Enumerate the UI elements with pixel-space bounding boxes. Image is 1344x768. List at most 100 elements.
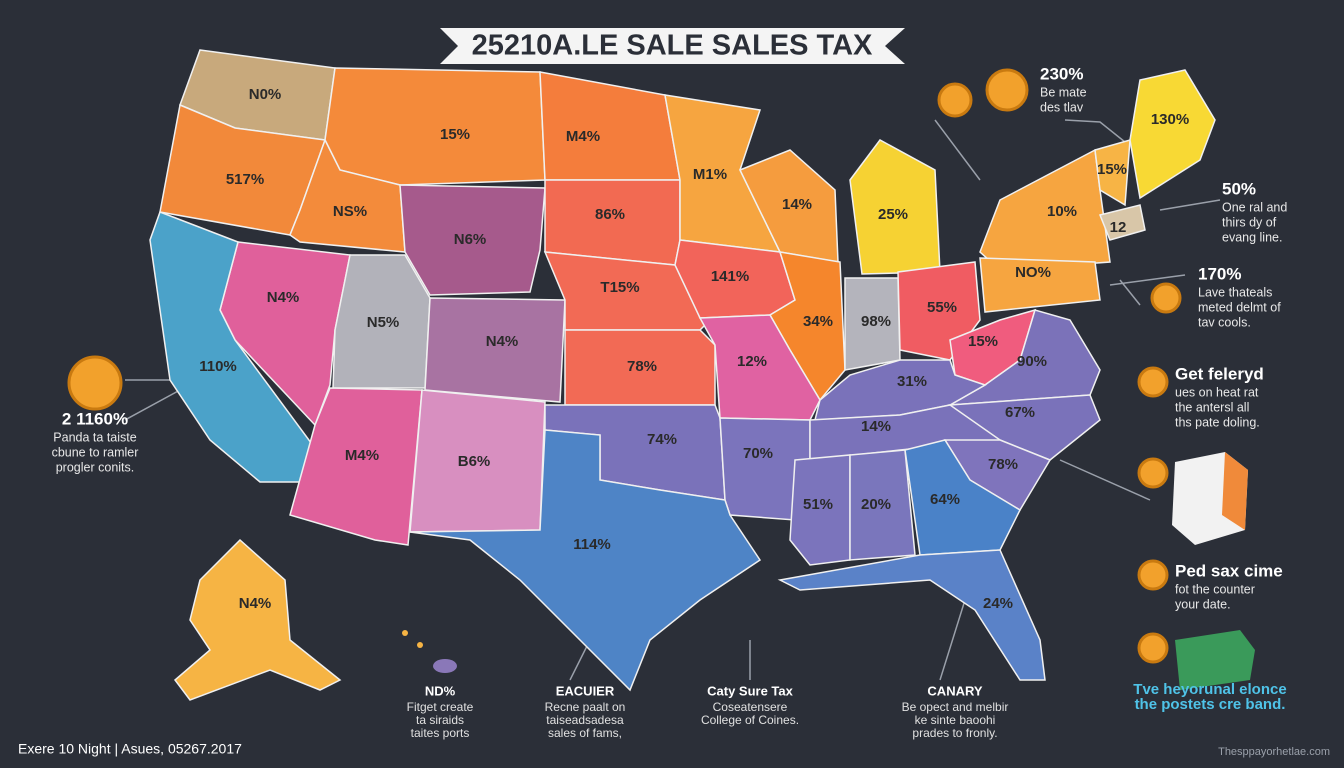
coin xyxy=(67,355,123,411)
note-line: sales of fams, xyxy=(548,726,622,740)
callout-line: evang line. xyxy=(1222,230,1282,244)
callout-line: ths pate doling. xyxy=(1175,415,1260,429)
coin xyxy=(1150,282,1182,314)
leader xyxy=(124,389,181,421)
state-label: 12 xyxy=(1110,219,1127,236)
callout-line: cbune to ramler xyxy=(52,445,139,459)
callout-line: fot the counter xyxy=(1175,582,1255,596)
state xyxy=(1094,138,1131,207)
state xyxy=(698,314,821,421)
state xyxy=(738,149,839,263)
state-label: 15% xyxy=(968,333,998,350)
state-label: 110% xyxy=(199,358,237,375)
coin xyxy=(1137,457,1169,489)
island xyxy=(402,630,408,636)
state xyxy=(849,139,941,275)
callout-heading: 170% xyxy=(1198,264,1241,283)
callout-line: tav cools. xyxy=(1198,315,1251,329)
state-label: 14% xyxy=(861,418,891,435)
state xyxy=(409,429,762,692)
note-line: College of Coines. xyxy=(701,713,799,727)
state-label: 86% xyxy=(595,206,625,223)
state xyxy=(1129,69,1216,200)
callout-line: the postets cre band. xyxy=(1135,696,1286,713)
hawaii xyxy=(433,659,457,673)
leader xyxy=(934,119,981,181)
state xyxy=(564,329,716,406)
note-heading: CANARY xyxy=(927,683,982,698)
state-label: 98% xyxy=(861,313,891,330)
state xyxy=(1098,204,1146,241)
state-label: 517% xyxy=(226,171,264,188)
note-line: Fitget create xyxy=(407,700,474,714)
callout-heading: 50% xyxy=(1222,179,1256,198)
callout-line: ues on heat rat xyxy=(1175,385,1259,399)
state-label: 34% xyxy=(803,313,833,330)
state xyxy=(849,449,916,561)
note-line: prades to fronly. xyxy=(912,726,997,740)
state-label: NO% xyxy=(1015,264,1051,281)
callout-line: des tlav xyxy=(1040,100,1084,114)
state xyxy=(424,297,566,403)
note-line: Be opect and melbir xyxy=(902,700,1009,714)
state-label: N4% xyxy=(486,333,519,350)
state-label: 20% xyxy=(861,496,891,513)
note-line: taiseadsadesa xyxy=(546,713,624,727)
state-label: N4% xyxy=(239,595,272,612)
state-label: M4% xyxy=(345,447,379,464)
tax-box-2 xyxy=(1175,630,1255,690)
tax-box-side xyxy=(1222,452,1248,530)
texts: N0% 517% 15% NS% M4% N6% 86% M1% 14% 25% 10% 15% 130… xyxy=(18,64,1330,757)
footer-right: Thesppayorhetlae.com xyxy=(1218,746,1330,758)
leader xyxy=(1159,199,1221,211)
footer-left: Exere 10 Night | Asues, 05267.2017 xyxy=(18,741,242,757)
boxes xyxy=(1172,452,1255,690)
state-label: 78% xyxy=(988,456,1018,473)
state-label: 12% xyxy=(737,353,767,370)
state-label: 74% xyxy=(647,431,677,448)
callout-line: One ral and xyxy=(1222,200,1287,214)
state-label: N5% xyxy=(367,314,400,331)
state-label: M4% xyxy=(566,128,600,145)
state-label: 55% xyxy=(927,299,957,316)
state-label: 24% xyxy=(983,595,1013,612)
coin xyxy=(1137,559,1169,591)
callout-line: your date. xyxy=(1175,597,1231,611)
callout-heading: Get feleryd xyxy=(1175,364,1264,383)
callout-line: the antersl all xyxy=(1175,400,1249,414)
callout-heading: 230% xyxy=(1040,64,1083,83)
note-line: Recne paalt on xyxy=(545,700,626,714)
state-label: 130% xyxy=(1151,111,1189,128)
note-heading: ND% xyxy=(425,683,456,698)
leader xyxy=(1119,279,1141,306)
callout-line: Tve heyorunal elonce xyxy=(1133,681,1286,698)
note-line: taites ports xyxy=(411,726,470,740)
state-label: 15% xyxy=(440,126,470,143)
state-label: 14% xyxy=(782,196,812,213)
state-label: 114% xyxy=(573,536,611,553)
callout-line: meted delmt of xyxy=(1198,300,1281,314)
state-label: 67% xyxy=(1005,404,1035,421)
state xyxy=(173,538,342,701)
coin xyxy=(937,82,973,118)
state-label: T15% xyxy=(600,279,639,296)
state xyxy=(789,454,851,566)
state-label: 70% xyxy=(743,445,773,462)
note-line: ke sinte baoohi xyxy=(915,713,996,727)
state xyxy=(979,257,1101,313)
state-label: NS% xyxy=(333,203,367,220)
callout-line: thirs dy of xyxy=(1222,215,1277,229)
leader xyxy=(1059,459,1151,501)
state xyxy=(947,394,1101,461)
callout-line: Lave thateals xyxy=(1198,285,1272,299)
state xyxy=(777,549,1046,681)
callout-line: Panda ta taiste xyxy=(53,430,136,444)
state-label: M1% xyxy=(693,166,727,183)
state-label: 10% xyxy=(1047,203,1077,220)
leader xyxy=(939,599,966,681)
callout-line: Be mate xyxy=(1040,85,1087,99)
state xyxy=(289,387,423,546)
state-label: 78% xyxy=(627,358,657,375)
callout-line: progler conits. xyxy=(56,460,135,474)
